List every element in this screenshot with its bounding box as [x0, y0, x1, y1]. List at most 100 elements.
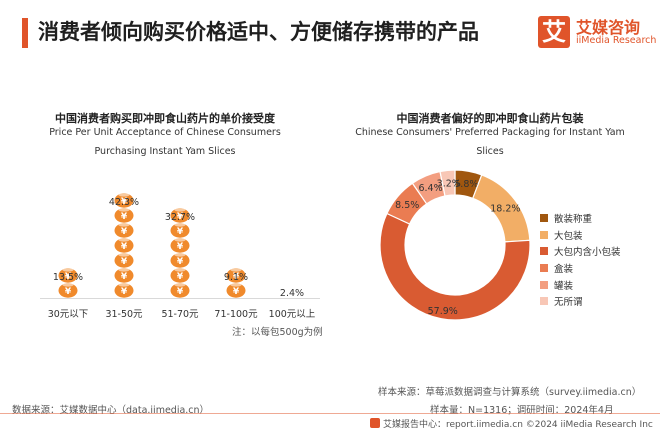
footer-text: 艾媒报告中心：report.iimedia.cn ©2024 iiMedia R… — [383, 420, 653, 430]
coin-icon: ¥ — [114, 268, 134, 283]
sample-source: 样本来源：草莓派数据调查与计算系统（survey.iimedia.cn） — [378, 387, 642, 398]
coin-shape — [114, 193, 134, 208]
logo-name-cn: 艾媒咨询 — [576, 18, 641, 37]
legend-item: 盒装 — [540, 260, 621, 277]
coin-highlight — [174, 238, 186, 242]
legend-swatch — [540, 264, 548, 273]
bar-value-label: 2.4% — [280, 288, 304, 299]
coin-symbol: ¥ — [177, 287, 184, 297]
coin-symbol: ¥ — [121, 287, 128, 297]
data-source: 数据来源：艾媒数据中心（data.iimedia.cn） — [12, 405, 210, 416]
legend-item: 无所谓 — [540, 293, 621, 310]
coin-symbol: ¥ — [121, 227, 128, 237]
bar-value-label: 32.7% — [165, 212, 195, 223]
coin-highlight — [118, 268, 130, 272]
bar-30元以下: ¥¥ — [58, 268, 78, 298]
coin-symbol: ¥ — [65, 272, 72, 282]
coin-highlight — [118, 193, 130, 197]
coin-symbol: ¥ — [233, 272, 240, 282]
coin-shape — [226, 268, 246, 283]
bar-value-label: 13.5% — [53, 272, 83, 283]
coin-highlight — [174, 268, 186, 272]
coin-icon: ¥ — [58, 283, 78, 298]
legend-label: 盒装 — [554, 264, 574, 276]
legend-swatch — [540, 297, 548, 306]
slice-value-label: 57.9% — [428, 306, 458, 317]
legend-item: 散装称重 — [540, 210, 621, 227]
coin-icon: ¥ — [114, 208, 134, 223]
x-tick-label: 31-50元 — [105, 309, 143, 320]
slice-value-label: 18.2% — [490, 203, 520, 214]
bar-51-70元: ¥ ¥ ¥ ¥ ¥ ¥ — [170, 208, 190, 298]
slice-value-label: 5.8% — [454, 179, 478, 190]
legend-item: 大包内含小包装 — [540, 243, 621, 260]
page-title: 消费者倾向购买价格适中、方便储存携带的产品 — [38, 20, 479, 44]
donut-legend: 散装称重大包装大包内含小包装 盒装罐装无所谓 — [540, 210, 621, 310]
bar-chart: ¥¥13.5%30元以下¥¥¥¥¥¥¥42.3%31-50元¥¥¥¥¥¥32.7… — [40, 193, 320, 320]
coin-highlight — [174, 208, 186, 212]
x-tick-label: 71-100元 — [214, 309, 258, 320]
donut-slice-大包内含小包装 — [379, 212, 531, 321]
x-tick-label: 100元以上 — [269, 309, 316, 320]
coin-symbol: ¥ — [177, 272, 184, 282]
legend-swatch — [540, 280, 548, 289]
coin-icon: ¥ — [114, 193, 134, 208]
title-accent-bar — [22, 18, 28, 48]
bar-chart-note: 注：以每包500g为例 — [232, 327, 323, 338]
coin-shape — [170, 253, 190, 268]
coin-icon: ¥ — [170, 238, 190, 253]
coin-icon: ¥ — [170, 268, 190, 283]
coin-icon: ¥ — [114, 253, 134, 268]
coin-icon: ¥ — [58, 268, 78, 283]
legend-label: 罐装 — [554, 280, 574, 292]
legend-item: 大包装 — [540, 227, 621, 244]
donut-chart: 5.8% 18.2% 57.9% 8.5% 6.4%3.2% — [379, 169, 531, 321]
logo-name-en: iiMedia Research — [576, 35, 657, 46]
coin-highlight — [62, 283, 74, 287]
coin-shape — [170, 238, 190, 253]
report-center-icon — [370, 418, 380, 428]
coin-shape — [226, 283, 246, 298]
donut-chart-title: 中国消费者偏好的即冲即食山药片包装 — [396, 112, 584, 125]
coin-shape — [170, 283, 190, 298]
coin-highlight — [118, 208, 130, 212]
bar-chart-title: 中国消费者购买即冲即食山药片的单价接受度 — [55, 112, 275, 125]
bar-value-label: 9.1% — [224, 272, 248, 283]
footer: 艾媒报告中心：report.iimedia.cn ©2024 iiMedia R… — [370, 417, 653, 430]
coin-icon: ¥ — [170, 253, 190, 268]
legend-swatch — [540, 214, 548, 223]
coin-icon: ¥ — [170, 208, 190, 223]
coin-shape — [114, 223, 134, 238]
donut-chart-subtitle: Chinese Consumers' Preferred Packaging f… — [355, 127, 625, 157]
coin-shape — [114, 253, 134, 268]
coin-shape — [58, 283, 78, 298]
coin-highlight — [118, 238, 130, 242]
coin-symbol: ¥ — [121, 272, 128, 282]
slice-value-label: 6.4% — [418, 183, 442, 194]
legend-label: 大包内含小包装 — [554, 247, 621, 259]
coin-symbol: ¥ — [233, 287, 240, 297]
coin-highlight — [118, 223, 130, 227]
legend-label: 无所谓 — [554, 297, 583, 309]
legend-item: 罐装 — [540, 276, 621, 293]
coin-icon: ¥ — [114, 223, 134, 238]
bar-value-label: 42.3% — [109, 197, 139, 208]
coin-shape — [114, 208, 134, 223]
coin-symbol: ¥ — [177, 212, 184, 222]
coin-symbol: ¥ — [121, 257, 128, 267]
coin-shape — [114, 283, 134, 298]
footer-divider — [0, 413, 660, 414]
coin-icon: ¥ — [170, 223, 190, 238]
coin-highlight — [118, 283, 130, 287]
legend-label: 大包装 — [554, 230, 583, 242]
x-tick-label: 51-70元 — [161, 309, 199, 320]
coin-icon: ¥ — [226, 283, 246, 298]
legend-swatch — [540, 230, 548, 239]
coin-symbol: ¥ — [177, 242, 184, 252]
coin-icon: ¥ — [170, 283, 190, 298]
coin-highlight — [230, 283, 242, 287]
coin-shape — [170, 268, 190, 283]
bar-chart-subtitle: Price Per Unit Acceptance of Chinese Con… — [49, 127, 281, 157]
coin-shape — [170, 208, 190, 223]
donut-slice-无所谓 — [439, 169, 456, 197]
